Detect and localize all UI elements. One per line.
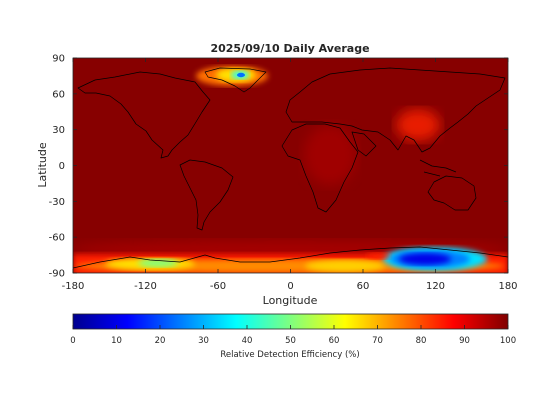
y-tick-label: -30 bbox=[49, 197, 65, 208]
y-tick-label: 0 bbox=[59, 161, 65, 172]
x-tick-label: -180 bbox=[62, 281, 85, 292]
tibet-region bbox=[396, 109, 440, 141]
australia-coast bbox=[427, 175, 477, 211]
north-america-coast bbox=[77, 71, 211, 159]
y-tick-label: 60 bbox=[52, 89, 65, 100]
colorbar-label: Relative Detection Efficiency (%) bbox=[220, 350, 359, 360]
colorbar-tick-label: 70 bbox=[372, 336, 383, 346]
y-tick-label: 30 bbox=[52, 125, 65, 136]
y-tick-label: 90 bbox=[52, 54, 65, 65]
colorbar-tick-label: 100 bbox=[500, 336, 516, 346]
maritime-se-asia bbox=[419, 159, 457, 177]
colorbar-tick-label: 90 bbox=[459, 336, 470, 346]
colorbar: 0 10 20 30 40 50 60 70 80 90 100 Relative Detectio… bbox=[70, 313, 516, 360]
colorbar-tick-label: 50 bbox=[285, 336, 296, 346]
greenland-coast bbox=[204, 67, 267, 93]
y-tick-label: -60 bbox=[49, 233, 65, 244]
x-axis-label: Longitude bbox=[263, 294, 318, 307]
y-axis: 90 60 30 0 -30 -60 -90 bbox=[49, 54, 508, 280]
colorbar-tick-label: 20 bbox=[155, 336, 166, 346]
x-axis: -180 -120 -60 0 60 120 180 bbox=[62, 58, 518, 292]
eurasia-coast bbox=[285, 67, 506, 153]
chart-title: 2025/09/10 Daily Average bbox=[210, 42, 369, 55]
map-background bbox=[73, 58, 508, 273]
y-tick-label: -90 bbox=[49, 269, 65, 280]
x-tick-label: 180 bbox=[498, 281, 517, 292]
antarctica-coast bbox=[73, 246, 508, 269]
x-tick-label: -120 bbox=[134, 281, 157, 292]
africa-region bbox=[304, 125, 356, 185]
colorbar-tick-label: 40 bbox=[242, 336, 253, 346]
colorbar-tick-label: 60 bbox=[329, 336, 340, 346]
x-tick-label: -60 bbox=[210, 281, 226, 292]
east-antarctica-core bbox=[399, 253, 451, 265]
colorbar-tick-label: 10 bbox=[111, 336, 122, 346]
africa-coast bbox=[281, 123, 359, 213]
wedge-yellow bbox=[305, 260, 385, 272]
coastlines bbox=[73, 67, 508, 269]
amery-red bbox=[366, 253, 390, 259]
x-tick-label: 0 bbox=[287, 281, 293, 292]
x-tick-label: 120 bbox=[426, 281, 445, 292]
colorbar-tick-label: 30 bbox=[198, 336, 209, 346]
colorbar-tick-label: 80 bbox=[416, 336, 427, 346]
colorbar-ticks: 0 10 20 30 40 50 60 70 80 90 100 bbox=[70, 325, 516, 346]
y-axis-label: Latitude bbox=[36, 142, 49, 188]
south-america-coast bbox=[179, 159, 234, 231]
plot-area bbox=[73, 58, 508, 273]
colorbar-tick-label: 0 bbox=[70, 336, 75, 346]
arabia-coast bbox=[351, 131, 377, 157]
efficiency-field bbox=[73, 66, 508, 273]
x-tick-label: 60 bbox=[357, 281, 370, 292]
greenland-center bbox=[237, 72, 245, 78]
